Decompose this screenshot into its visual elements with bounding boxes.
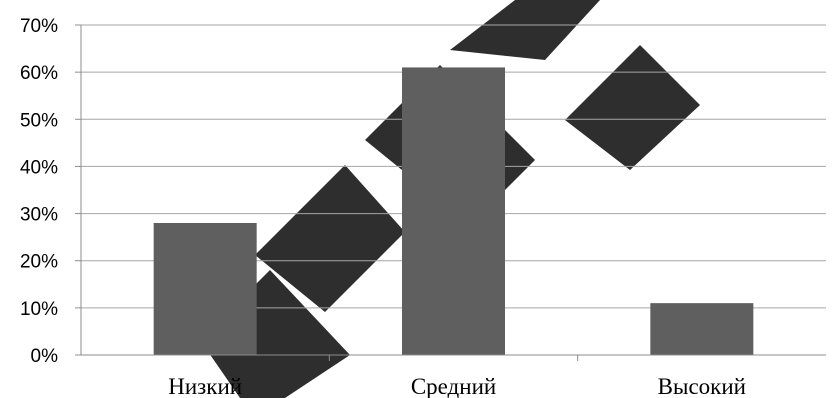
y-tick-label: 0% xyxy=(31,346,59,367)
x-tick-label: Средний xyxy=(411,374,496,398)
y-tick-label: 30% xyxy=(20,205,58,226)
x-tick-label: Высокий xyxy=(658,374,746,398)
bar-2 xyxy=(402,67,505,355)
y-tick-label: 70% xyxy=(20,16,58,37)
y-tick-label: 50% xyxy=(20,110,58,131)
bar-3 xyxy=(650,303,754,355)
y-tick-label: 10% xyxy=(20,299,58,320)
x-tick-label: Низкий xyxy=(168,374,242,398)
y-tick-label: 60% xyxy=(20,63,58,84)
y-tick-label: 40% xyxy=(20,157,58,178)
y-tick-label: 20% xyxy=(20,252,58,273)
bar-1 xyxy=(153,223,257,355)
